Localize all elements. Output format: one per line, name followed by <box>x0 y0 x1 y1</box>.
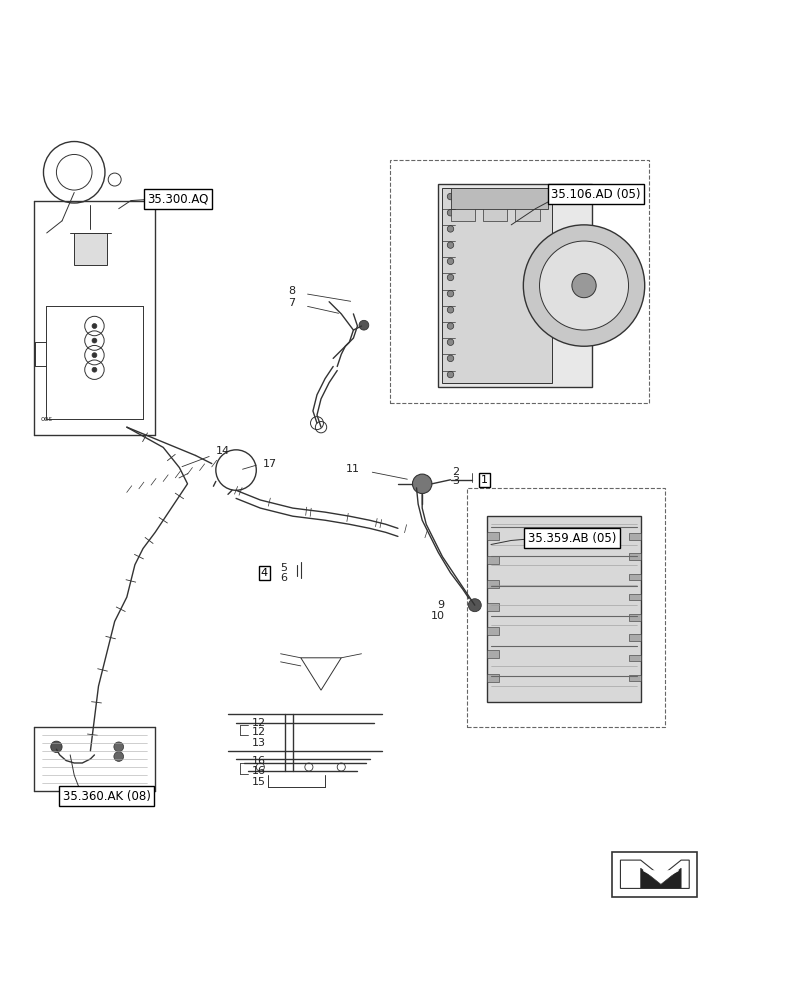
Polygon shape <box>628 634 640 641</box>
Text: 2: 2 <box>452 467 459 477</box>
Circle shape <box>447 274 453 281</box>
Polygon shape <box>438 184 591 387</box>
Polygon shape <box>640 868 680 888</box>
Text: 35.106.AD (05): 35.106.AD (05) <box>551 188 640 201</box>
Circle shape <box>447 209 453 216</box>
Polygon shape <box>611 852 697 897</box>
Polygon shape <box>642 871 678 880</box>
Circle shape <box>447 307 453 313</box>
Text: 16: 16 <box>252 766 266 776</box>
Polygon shape <box>487 650 499 658</box>
Polygon shape <box>487 580 499 588</box>
Text: 14: 14 <box>216 446 230 456</box>
Text: 3: 3 <box>452 476 458 486</box>
Text: 7: 7 <box>288 298 294 308</box>
Circle shape <box>468 599 481 612</box>
Circle shape <box>447 258 453 265</box>
Polygon shape <box>487 603 499 611</box>
Text: 16: 16 <box>252 756 266 766</box>
Polygon shape <box>442 188 551 383</box>
Circle shape <box>92 338 97 343</box>
Text: 13: 13 <box>252 738 266 748</box>
Polygon shape <box>515 209 539 221</box>
Text: 8: 8 <box>288 286 294 296</box>
Text: 11: 11 <box>345 464 359 474</box>
Circle shape <box>92 324 97 328</box>
Polygon shape <box>628 594 640 600</box>
Text: 6: 6 <box>281 573 287 583</box>
Text: 4: 4 <box>260 568 268 578</box>
Text: 35.360.AK (08): 35.360.AK (08) <box>62 790 150 803</box>
Polygon shape <box>450 209 474 221</box>
Circle shape <box>447 355 453 362</box>
Polygon shape <box>628 614 640 621</box>
Circle shape <box>92 353 97 358</box>
Circle shape <box>523 225 644 346</box>
Circle shape <box>412 474 431 494</box>
Circle shape <box>447 193 453 200</box>
Circle shape <box>51 741 62 752</box>
Text: 12: 12 <box>252 718 266 728</box>
Text: 1: 1 <box>480 475 487 485</box>
Text: oos: oos <box>41 416 52 422</box>
Circle shape <box>447 371 453 378</box>
Polygon shape <box>74 233 106 265</box>
Circle shape <box>358 320 368 330</box>
Text: 17: 17 <box>263 459 277 469</box>
Circle shape <box>571 273 595 298</box>
Polygon shape <box>450 188 547 209</box>
Polygon shape <box>487 516 640 702</box>
Polygon shape <box>628 675 640 681</box>
Circle shape <box>539 241 628 330</box>
Circle shape <box>92 367 97 372</box>
Text: 35.359.AB (05): 35.359.AB (05) <box>527 532 616 545</box>
Polygon shape <box>483 209 507 221</box>
Text: 10: 10 <box>431 611 444 621</box>
Polygon shape <box>628 533 640 540</box>
Text: 12: 12 <box>252 727 266 737</box>
Circle shape <box>447 290 453 297</box>
Polygon shape <box>628 574 640 580</box>
Polygon shape <box>628 655 640 661</box>
Circle shape <box>447 339 453 345</box>
Polygon shape <box>487 674 499 682</box>
Text: 35.300.AQ: 35.300.AQ <box>147 192 208 205</box>
Polygon shape <box>487 627 499 635</box>
Circle shape <box>114 752 123 761</box>
Circle shape <box>114 742 123 752</box>
Circle shape <box>447 226 453 232</box>
Text: 9: 9 <box>437 600 444 610</box>
Circle shape <box>447 323 453 329</box>
Polygon shape <box>628 553 640 560</box>
Polygon shape <box>620 860 689 888</box>
Circle shape <box>447 242 453 248</box>
Polygon shape <box>487 532 499 540</box>
Polygon shape <box>487 556 499 564</box>
Text: 5: 5 <box>281 563 287 573</box>
Text: 15: 15 <box>252 777 266 787</box>
